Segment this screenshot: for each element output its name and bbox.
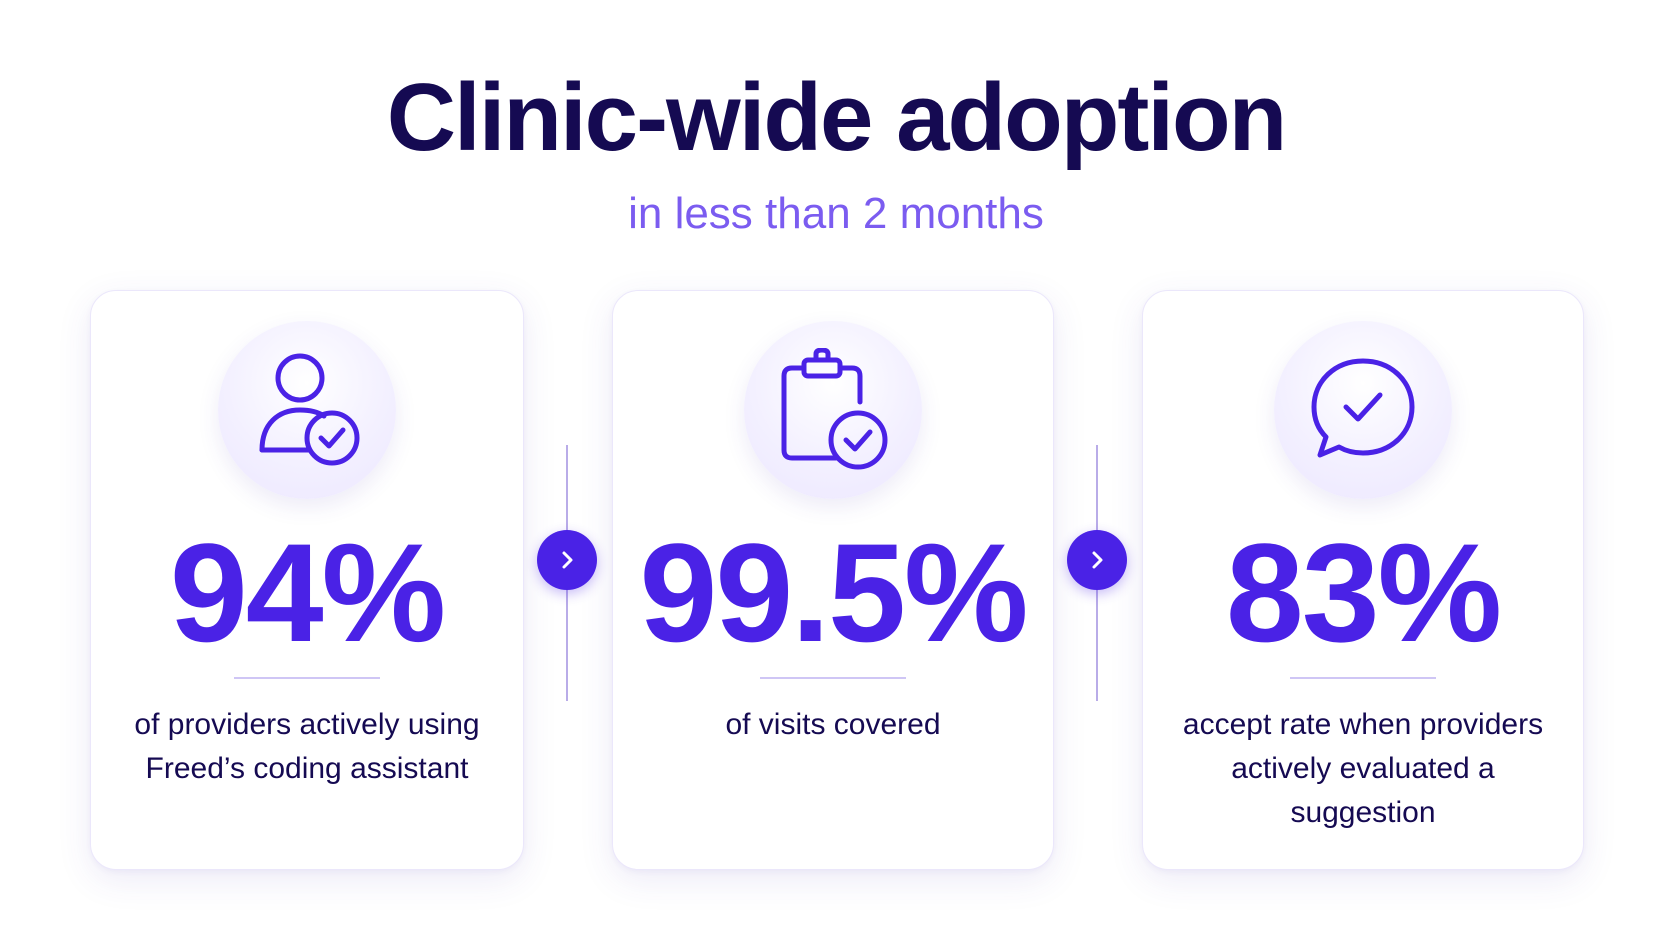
stat-description: of providers actively using Freed’s codi… [134,708,480,785]
stat-card-visits: 99.5% of visits covered [612,290,1054,870]
user-check-icon [259,353,360,466]
stat-card-accept-rate: 83% accept rate when providers actively … [1142,290,1584,870]
stat-value: 83% [1225,514,1502,671]
chat-check-icon [1311,358,1415,458]
stat-card-providers: 94% of providers actively using Freed’s … [90,290,524,870]
next-arrow-button[interactable] [537,530,597,590]
icon-badge [744,321,922,499]
divider [1290,677,1436,679]
next-arrow-button[interactable] [1067,530,1127,590]
chevron-right-icon [562,551,573,569]
stat-value: 94% [169,514,446,671]
icon-badge [1274,321,1452,499]
stat-description: of visits covered [725,708,941,741]
stat-value: 99.5% [639,514,1029,671]
divider [234,677,380,679]
page-title: Clinic-wide adoption [386,64,1288,171]
icon-badge [218,321,396,499]
divider [760,677,906,679]
clipboard-check-icon [781,348,888,470]
chevron-right-icon [1092,551,1103,569]
page-subtitle: in less than 2 months [628,189,1044,238]
stat-description: accept rate when providers actively eval… [1182,708,1544,829]
